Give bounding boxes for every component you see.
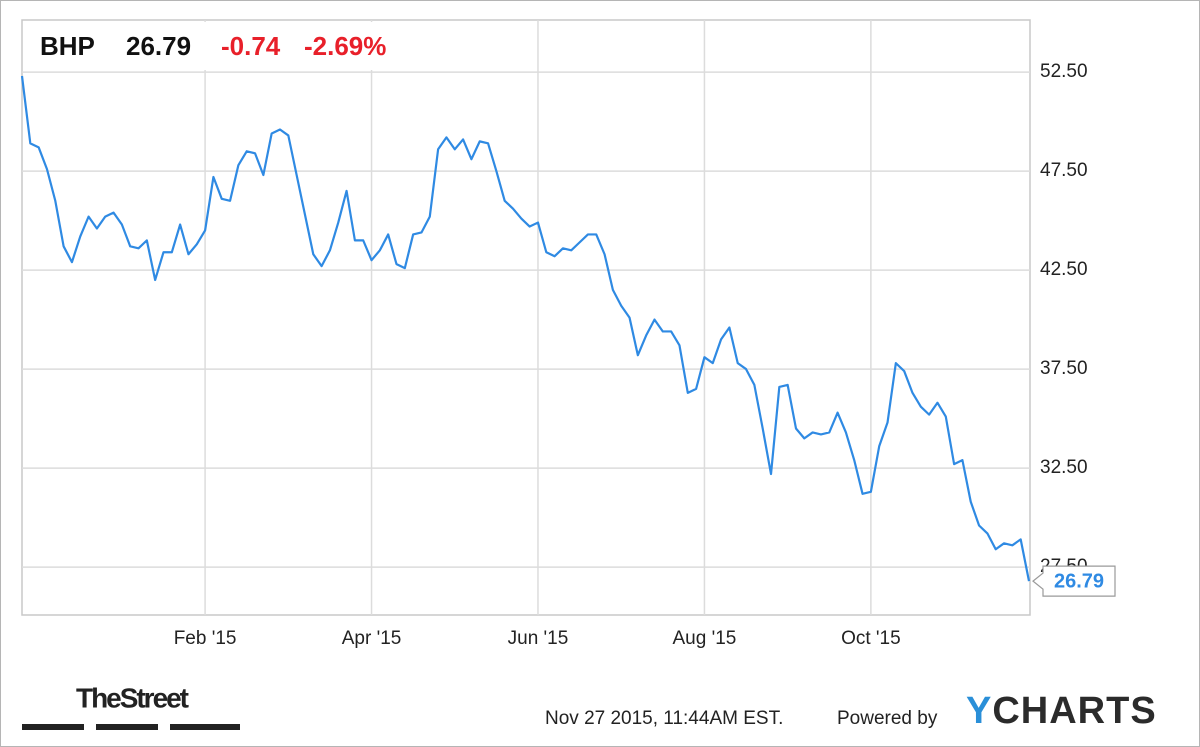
plot-area — [21, 19, 1031, 616]
y-tick-label: 47.50 — [1040, 160, 1088, 181]
x-tick-label: Jun '15 — [508, 628, 569, 649]
change-percent: -2.69% — [304, 31, 386, 61]
change: -0.74 — [221, 31, 281, 61]
lines — [20, 75, 1031, 582]
price: 26.79 — [126, 31, 191, 61]
x-tick-label: Apr '15 — [342, 628, 402, 649]
source-logo: TheStreet — [76, 682, 189, 713]
powered-by: Powered by — [837, 708, 938, 729]
x-tick-label: Oct '15 — [841, 628, 901, 649]
quote-box — [24, 22, 420, 70]
symbol: BHP — [40, 31, 95, 61]
last-value-label: 26.79 — [1054, 570, 1104, 592]
brand-logo: YCHARTS — [966, 690, 1157, 732]
y-tick-label: 42.50 — [1040, 259, 1088, 280]
x-tick-label: Feb '15 — [174, 628, 237, 649]
logo-bar — [96, 724, 158, 730]
y-tick-label: 37.50 — [1040, 358, 1088, 379]
grid — [22, 20, 1030, 615]
last-value-box — [1032, 565, 1116, 597]
logo-bar — [170, 724, 240, 730]
logo-bar — [22, 724, 84, 730]
x-tick-label: Aug '15 — [673, 628, 737, 649]
y-tick-label: 52.50 — [1040, 61, 1088, 82]
price-line — [20, 75, 1031, 582]
timestamp: Nov 27 2015, 11:44AM EST. — [545, 708, 783, 729]
y-tick-label: 32.50 — [1040, 457, 1088, 478]
